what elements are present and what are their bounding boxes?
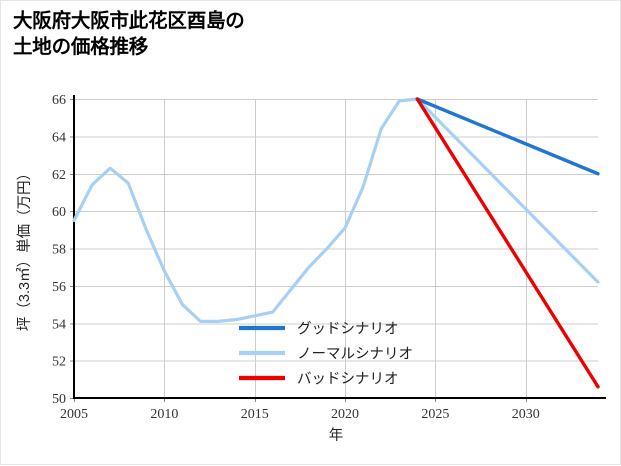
x-axis-title: 年 [329, 427, 344, 444]
series-line-normal [72, 97, 600, 323]
y-tick-label: 60 [52, 205, 66, 220]
x-tick-label: 2020 [331, 407, 359, 422]
y-tick-label: 58 [52, 243, 66, 258]
y-tick-label: 56 [52, 280, 66, 295]
y-axis-title: 坪（3.3㎡）単価（万円） [16, 166, 33, 331]
x-tick-label: 2010 [150, 407, 178, 422]
x-axis-tick-labels: 2005 2010 2015 2020 2025 2030 [60, 407, 540, 422]
legend-label-bad: バッドシナリオ [297, 372, 399, 388]
data-series-group [72, 97, 600, 389]
x-tick-label: 2005 [60, 407, 88, 422]
y-tick-label: 62 [52, 168, 66, 183]
legend-label-normal: ノーマルシナリオ [297, 347, 413, 363]
y-tick-label: 66 [52, 93, 66, 108]
x-tick-label: 2030 [512, 407, 540, 422]
y-tick-label: 54 [52, 317, 66, 332]
y-tick-label: 52 [52, 355, 66, 370]
series-line-good [415, 97, 600, 176]
x-tick-label: 2015 [241, 407, 269, 422]
y-tick-label: 64 [52, 130, 66, 145]
series-line-bad [415, 97, 600, 389]
page-title: 大阪府大阪市此花区酉島の 土地の価格推移 [13, 10, 245, 58]
axis-spines-group [72, 95, 606, 400]
legend-label-good: グッドシナリオ [297, 321, 399, 338]
y-axis-tick-labels: 50 52 54 56 58 60 62 64 66 [52, 93, 66, 407]
axis-titles-group: 年 坪（3.3㎡）単価（万円） [16, 166, 343, 444]
x-tick-label: 2025 [421, 407, 449, 422]
y-tick-label: 50 [52, 392, 66, 407]
